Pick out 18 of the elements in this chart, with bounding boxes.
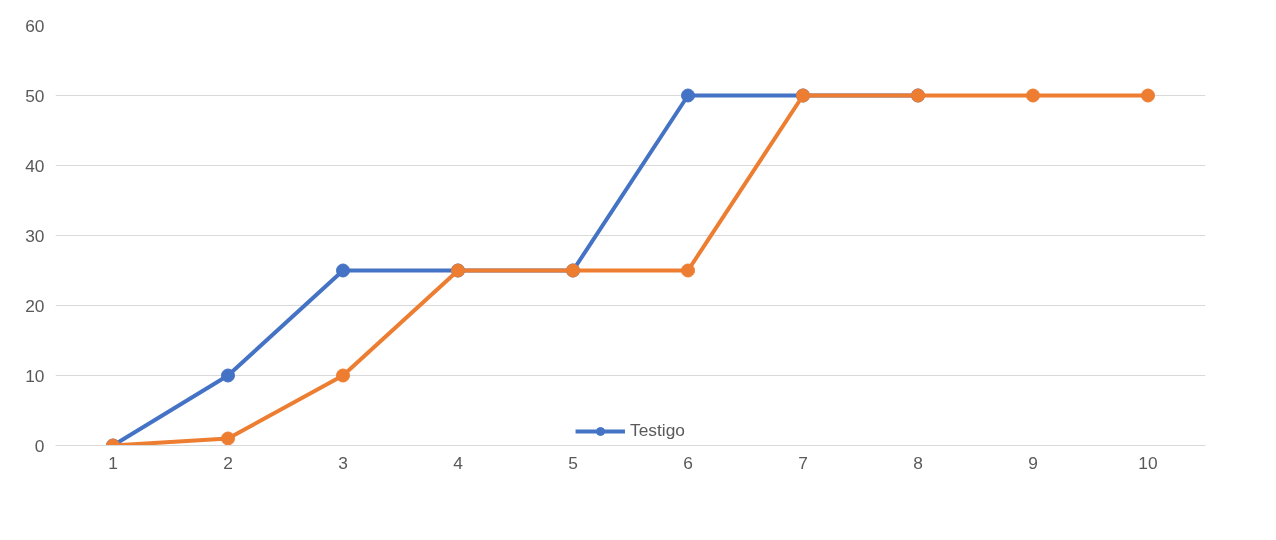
y-tick-label: 30: [25, 225, 45, 246]
y-tick-label: 0: [34, 435, 45, 456]
x-tick-label: 5: [568, 452, 578, 473]
x-tick-label: 1: [108, 452, 118, 473]
x-tick-label: 2: [223, 452, 233, 473]
y-tick-label: 40: [25, 155, 45, 176]
legend-label: Testigo: [630, 420, 685, 441]
x-tick-label: 8: [913, 452, 923, 473]
y-tick-label: 10: [25, 365, 45, 386]
y-tick-label: 20: [25, 295, 45, 316]
x-tick-label: 6: [683, 452, 693, 473]
y-tick-label: 60: [25, 15, 45, 36]
x-tick-label: 10: [1138, 452, 1158, 473]
x-tick-label: 4: [453, 452, 464, 473]
x-tick-label: 3: [338, 452, 348, 473]
x-tick-label: 7: [798, 452, 808, 473]
y-tick-label: 50: [25, 85, 45, 106]
x-tick-label: 9: [1028, 452, 1038, 473]
